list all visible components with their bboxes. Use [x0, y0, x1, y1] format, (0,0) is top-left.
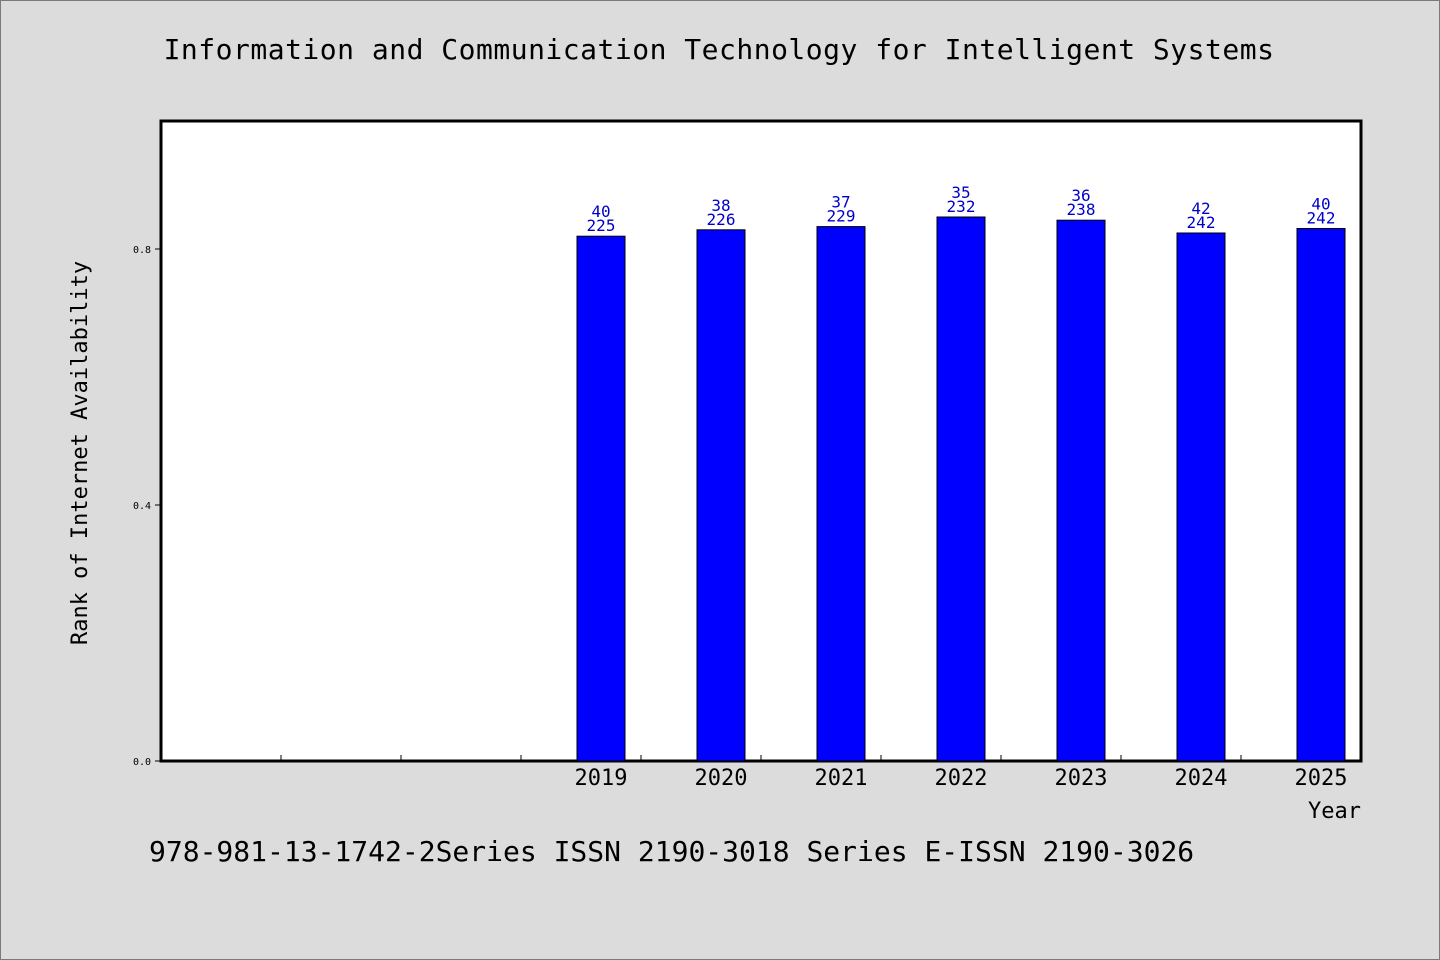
x-tick-label: 2022	[935, 766, 988, 791]
x-tick-label: 2023	[1055, 766, 1108, 791]
bar	[816, 226, 866, 762]
bar-label-bottom: 226	[707, 210, 736, 229]
bar	[936, 216, 986, 762]
bar-label-top: 38	[711, 196, 730, 215]
bar	[1056, 219, 1106, 762]
x-tick-label: 2021	[815, 766, 868, 791]
x-tick-label: 2025	[1295, 766, 1348, 791]
bar-label-bottom: 242	[1307, 209, 1336, 228]
bar-label-bottom: 232	[947, 197, 976, 216]
bar-label-bottom: 229	[827, 207, 856, 226]
bar	[1296, 228, 1346, 762]
bar-label-bottom: 225	[587, 216, 616, 235]
bar-label-top: 40	[1311, 195, 1330, 214]
x-tick-label: 2019	[575, 766, 628, 791]
footer-text: 978-981-13-1742-2Series ISSN 2190-3018 S…	[149, 835, 1195, 868]
plot-area	[159, 119, 1363, 763]
bar-label-bottom: 238	[1067, 200, 1096, 219]
x-tick-label: 2020	[695, 766, 748, 791]
bar	[696, 229, 746, 762]
x-axis-label: Year	[1308, 799, 1361, 824]
bar	[576, 235, 626, 762]
x-tick-label: 2024	[1175, 766, 1228, 791]
chart-title: Information and Communication Technology…	[163, 33, 1275, 66]
y-tick-label: 0.0	[133, 757, 151, 768]
bar	[1176, 232, 1226, 762]
bar-label-top: 35	[951, 183, 970, 202]
bar-label-bottom: 242	[1187, 213, 1216, 232]
y-tick-label: 0.4	[133, 501, 151, 512]
y-tick-label: 0.8	[133, 245, 151, 256]
bar-label-top: 40	[591, 202, 610, 221]
bar-label-top: 37	[831, 193, 850, 212]
bar-label-top: 36	[1071, 186, 1090, 205]
bar-label-top: 42	[1191, 199, 1210, 218]
y-axis-label: Rank of Internet Availability	[68, 261, 93, 645]
